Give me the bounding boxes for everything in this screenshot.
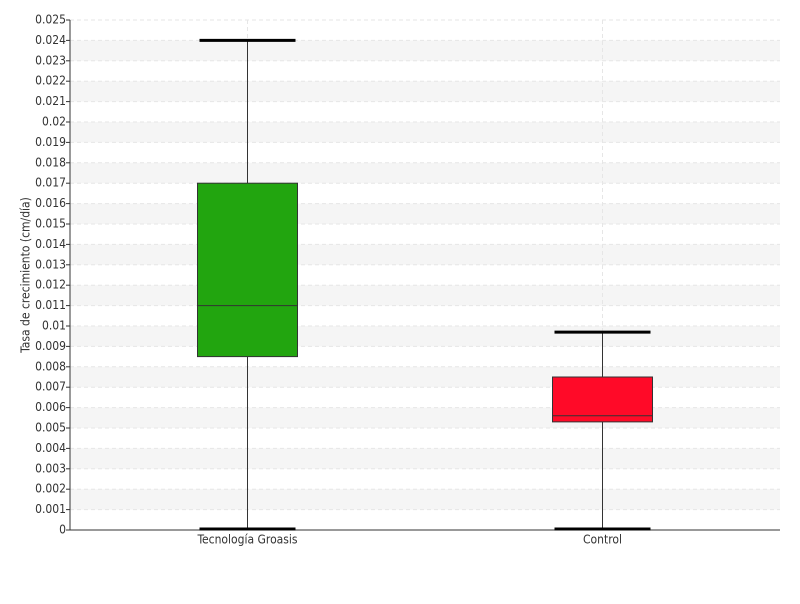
y-tick-label: 0.007 xyxy=(35,380,66,394)
y-tick-label: 0.023 xyxy=(35,53,66,67)
grid-band xyxy=(70,203,780,224)
y-axis-label: Tasa de crecimiento (cm/día) xyxy=(19,197,33,354)
grid-band xyxy=(70,489,780,510)
y-tick-label: 0.003 xyxy=(35,461,66,475)
y-tick-label: 0.009 xyxy=(35,339,66,353)
y-tick-label: 0.025 xyxy=(35,13,66,27)
y-tick-label: 0.019 xyxy=(35,135,66,149)
grid-band xyxy=(70,244,780,265)
y-tick-label: 0.004 xyxy=(35,441,66,455)
grid-band xyxy=(70,326,780,347)
grid-band xyxy=(70,407,780,428)
grid-band xyxy=(70,366,780,388)
y-tick-label: 0.017 xyxy=(35,176,66,190)
y-tick-label: 0.022 xyxy=(35,74,66,88)
grid-band xyxy=(70,122,780,143)
y-tick-label: 0.012 xyxy=(35,278,66,292)
x-tick-label: Control xyxy=(583,533,622,547)
y-tick-label: 0.024 xyxy=(35,33,66,47)
box xyxy=(552,376,653,423)
x-tick-label: Tecnología Groasis xyxy=(196,533,297,547)
grid-band xyxy=(70,285,780,306)
y-tick-label: 0.015 xyxy=(35,217,66,231)
y-tick-label: 0.011 xyxy=(35,298,66,312)
y-tick-label: 0 xyxy=(59,523,66,537)
y-tick-label: 0.02 xyxy=(42,115,66,129)
y-tick-label: 0.006 xyxy=(35,400,66,414)
y-tick-label: 0.01 xyxy=(42,319,66,333)
y-tick-label: 0.008 xyxy=(35,359,66,373)
grid-band xyxy=(70,162,780,184)
grid-band xyxy=(70,40,780,61)
y-tick-label: 0.021 xyxy=(35,94,66,108)
y-tick-label: 0.016 xyxy=(35,196,66,210)
grid-band xyxy=(70,81,780,102)
grid-band xyxy=(70,448,780,469)
y-tick-label: 0.014 xyxy=(35,237,66,251)
y-tick-label: 0.018 xyxy=(35,155,66,169)
y-tick-label: 0.013 xyxy=(35,257,66,271)
y-tick-label: 0.002 xyxy=(35,482,66,496)
y-tick-label: 0.005 xyxy=(35,421,66,435)
box xyxy=(197,182,298,358)
y-tick-label: 0.001 xyxy=(35,502,66,516)
